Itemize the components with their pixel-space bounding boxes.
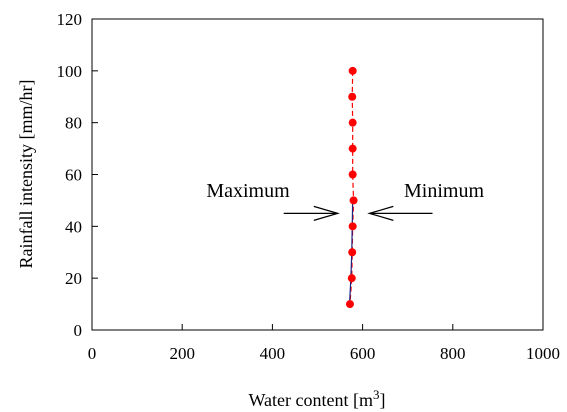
series-1-point — [348, 66, 357, 75]
y-tick-label: 0 — [74, 321, 83, 340]
x-axis-title: Water content [m3] — [249, 387, 386, 410]
x-tick-label: 400 — [260, 344, 286, 363]
y-tick-label: 20 — [65, 269, 82, 288]
x-axis-title-main: Water content [m — [249, 390, 374, 410]
x-axis-title-sup: 3 — [373, 387, 380, 402]
axis-ticks — [91, 18, 544, 331]
series-1-point — [345, 300, 354, 309]
plot-frame — [91, 18, 544, 331]
y-tick-label: 80 — [65, 114, 82, 133]
series-1-point — [348, 92, 357, 101]
data-series — [345, 66, 358, 309]
annotation-arrow-head — [313, 205, 340, 221]
series-1-point — [348, 144, 357, 153]
x-tick-label: 800 — [440, 344, 466, 363]
x-axis-title-suffix: ] — [380, 390, 386, 410]
series-1-point — [348, 118, 357, 127]
y-tick-label: 100 — [57, 62, 83, 81]
series-1-point — [347, 274, 356, 283]
x-tick-label: 0 — [88, 344, 97, 363]
x-tick-label: 600 — [350, 344, 376, 363]
annotation-arrow-head — [367, 205, 394, 221]
x-tick-label: 1000 — [526, 344, 560, 363]
y-axis-title: Rainfall intensity [mm/hr] — [16, 80, 36, 269]
series-1-point — [348, 248, 357, 257]
y-tick-labels: 0 20 40 60 80 100 120 — [57, 10, 83, 340]
x-tick-label: 200 — [169, 344, 195, 363]
series-1-point — [348, 222, 357, 231]
x-tick-labels: 0 200 400 600 800 1000 — [88, 344, 560, 363]
y-tick-label: 40 — [65, 217, 82, 236]
y-tick-label: 120 — [57, 10, 83, 29]
annotation-label: Minimum — [404, 180, 484, 202]
annotations: Maximum Minimum — [206, 180, 484, 221]
series-1-point — [349, 196, 358, 205]
series-1-point — [348, 170, 357, 179]
annotation-label: Maximum — [206, 180, 290, 202]
series-1-line — [349, 70, 355, 305]
y-tick-label: 60 — [65, 166, 82, 185]
